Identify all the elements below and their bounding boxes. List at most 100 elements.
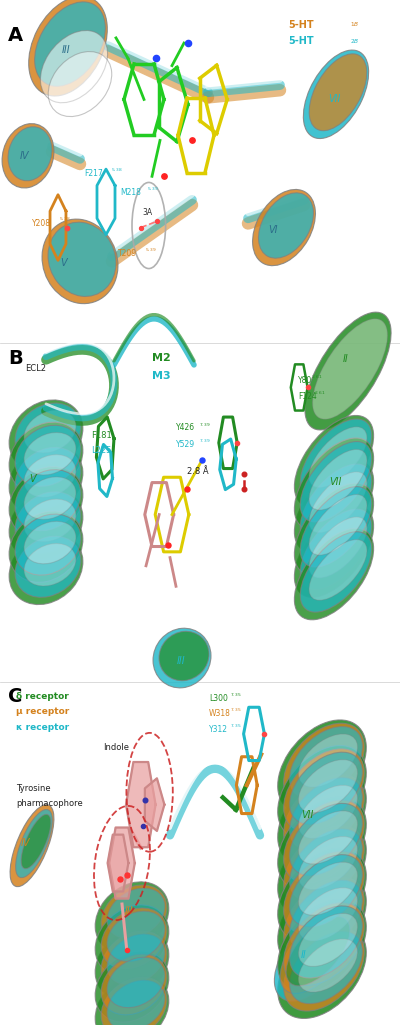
Ellipse shape	[309, 449, 367, 510]
Ellipse shape	[280, 913, 352, 993]
Ellipse shape	[309, 53, 367, 131]
Ellipse shape	[284, 749, 364, 831]
Ellipse shape	[95, 951, 169, 1022]
Ellipse shape	[298, 785, 358, 838]
Ellipse shape	[274, 909, 354, 1001]
Ellipse shape	[15, 536, 81, 598]
Ellipse shape	[9, 511, 83, 582]
Ellipse shape	[24, 455, 76, 497]
Ellipse shape	[258, 193, 314, 258]
Text: $^{7.35}$: $^{7.35}$	[230, 693, 242, 698]
Point	[234, 435, 240, 451]
Ellipse shape	[159, 631, 209, 681]
Text: F181: F181	[91, 430, 112, 440]
Ellipse shape	[95, 905, 169, 976]
Text: V: V	[60, 258, 67, 269]
Ellipse shape	[42, 219, 118, 303]
Ellipse shape	[101, 977, 167, 1025]
Text: VI: VI	[268, 224, 278, 235]
Text: L225: L225	[91, 446, 112, 455]
Ellipse shape	[278, 720, 366, 814]
Polygon shape	[126, 762, 156, 848]
Point	[184, 481, 190, 497]
Bar	[0, 0, 400, 343]
Ellipse shape	[21, 814, 51, 869]
Polygon shape	[108, 834, 128, 892]
Text: 5-HT: 5-HT	[288, 19, 314, 30]
Ellipse shape	[9, 489, 83, 560]
Ellipse shape	[24, 499, 76, 541]
Text: VII: VII	[301, 810, 313, 820]
Ellipse shape	[290, 778, 362, 850]
Ellipse shape	[305, 313, 391, 429]
Ellipse shape	[101, 885, 167, 946]
Ellipse shape	[95, 974, 169, 1025]
Text: Indole: Indole	[103, 743, 129, 752]
Ellipse shape	[24, 433, 76, 475]
Bar	[0, 682, 400, 1025]
Point	[138, 219, 144, 236]
Ellipse shape	[309, 426, 367, 488]
Ellipse shape	[300, 532, 372, 612]
Ellipse shape	[9, 533, 83, 605]
Ellipse shape	[107, 888, 165, 939]
Ellipse shape	[290, 727, 362, 798]
Text: V: V	[29, 474, 36, 484]
Ellipse shape	[298, 760, 358, 813]
Text: F124: F124	[298, 392, 317, 401]
Text: Tyrosine: Tyrosine	[16, 784, 51, 793]
Text: $_{1B}$: $_{1B}$	[350, 20, 360, 29]
Ellipse shape	[107, 980, 165, 1025]
Point	[241, 481, 247, 497]
Ellipse shape	[278, 848, 366, 942]
Ellipse shape	[95, 928, 169, 999]
Text: III: III	[62, 45, 71, 55]
Text: $^{5.39}$: $^{5.39}$	[145, 248, 156, 253]
Text: $^{7.39}$: $^{7.39}$	[199, 439, 211, 444]
Text: IV: IV	[21, 837, 30, 848]
Ellipse shape	[278, 873, 366, 968]
Text: δ receptor: δ receptor	[16, 692, 69, 701]
Text: Y312: Y312	[209, 725, 228, 734]
Text: Y208: Y208	[32, 218, 51, 228]
Text: III: III	[177, 656, 186, 666]
Ellipse shape	[303, 50, 369, 138]
Ellipse shape	[10, 805, 54, 887]
Text: $^{7.35}$: $^{7.35}$	[230, 708, 242, 713]
Ellipse shape	[252, 190, 316, 265]
Ellipse shape	[278, 925, 366, 1019]
Ellipse shape	[284, 801, 364, 883]
Text: $^{5.38}$: $^{5.38}$	[111, 168, 123, 173]
Text: C: C	[8, 687, 22, 706]
Ellipse shape	[298, 836, 358, 890]
Text: $^{5.38}$: $^{5.38}$	[59, 217, 71, 222]
Point	[304, 379, 311, 396]
Ellipse shape	[290, 804, 362, 875]
Text: 3A: 3A	[142, 208, 152, 217]
Text: pharmacophore: pharmacophore	[16, 798, 83, 808]
Ellipse shape	[309, 472, 367, 533]
Point	[241, 465, 247, 482]
Ellipse shape	[284, 877, 364, 959]
Text: T209: T209	[118, 249, 137, 258]
Ellipse shape	[300, 442, 372, 522]
Ellipse shape	[15, 403, 81, 464]
Text: 5-HT: 5-HT	[288, 36, 314, 46]
Ellipse shape	[278, 899, 366, 993]
Ellipse shape	[309, 517, 367, 578]
Ellipse shape	[8, 127, 52, 180]
Point	[140, 818, 146, 834]
Point	[185, 35, 191, 51]
Text: W318: W318	[209, 709, 231, 719]
Ellipse shape	[40, 31, 108, 102]
Point	[161, 168, 167, 184]
Ellipse shape	[29, 0, 107, 96]
Ellipse shape	[290, 752, 362, 824]
Text: B: B	[8, 348, 23, 368]
Text: $^{5.39}$: $^{5.39}$	[147, 187, 159, 192]
Ellipse shape	[15, 515, 81, 575]
Ellipse shape	[107, 957, 165, 1008]
Text: κ receptor: κ receptor	[16, 723, 69, 732]
Ellipse shape	[9, 466, 83, 538]
Ellipse shape	[294, 483, 374, 575]
